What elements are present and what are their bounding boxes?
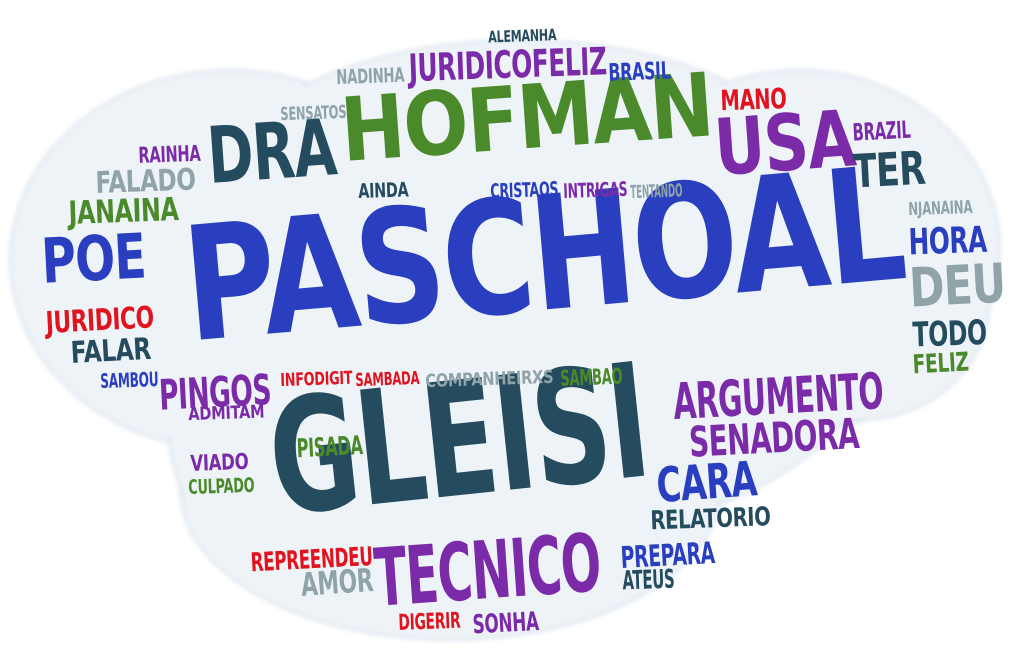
word-sambada: SAMBADA <box>354 366 420 391</box>
word-tentando: TENTANDO <box>629 179 683 203</box>
word-culpado: CULPADO <box>187 473 255 500</box>
word-janaina: JANAINA <box>67 191 180 232</box>
word-ainda: AINDA <box>357 178 409 204</box>
word-falado: FALADO <box>94 161 197 201</box>
word-hora: HORA <box>907 218 988 264</box>
word-mano: MANO <box>719 83 787 118</box>
word-sambou: SAMBOU <box>99 368 159 394</box>
word-amor: AMOR <box>299 562 375 604</box>
word-cristaos: CRISTAOS <box>489 177 559 204</box>
word-sensatos: SENSATOS <box>279 100 347 125</box>
word-intrigas: INTRIGAS <box>562 177 628 204</box>
word-njanaina: NJANAINA <box>907 195 973 220</box>
word-ter: TER <box>851 141 927 200</box>
word-admitam: ADMITAM <box>187 400 265 425</box>
word-rainha: RAINHA <box>137 140 201 169</box>
word-pisada: PISADA <box>295 429 364 464</box>
word-deu: DEU <box>907 252 1007 320</box>
word-brasil: BRASIL <box>607 57 671 87</box>
word-brazil: BRAZIL <box>851 116 912 147</box>
word-infodigit: INFODIGIT <box>279 366 353 391</box>
word-juridicofeliz: JURIDICOFELIZ <box>407 39 608 92</box>
word-digerir: DIGERIR <box>397 607 461 636</box>
word-feliz: FELIZ <box>911 346 970 380</box>
word-relatorio: RELATORIO <box>649 501 771 536</box>
word-companheirxs: COMPANHEIRXS <box>424 365 554 392</box>
word-sonha: SONHA <box>471 605 540 640</box>
word-poe: POE <box>39 221 148 298</box>
word-nadinha: NADINHA <box>335 63 405 90</box>
word-viado: VIADO <box>189 448 249 477</box>
word-ateus: ATEUS <box>621 563 675 596</box>
word-sambao: SAMBAO <box>559 363 623 392</box>
word-falar: FALAR <box>69 331 152 371</box>
word-alemanha: ALEMANHA <box>487 25 557 47</box>
word-tecnico: TECNICO <box>371 517 604 626</box>
